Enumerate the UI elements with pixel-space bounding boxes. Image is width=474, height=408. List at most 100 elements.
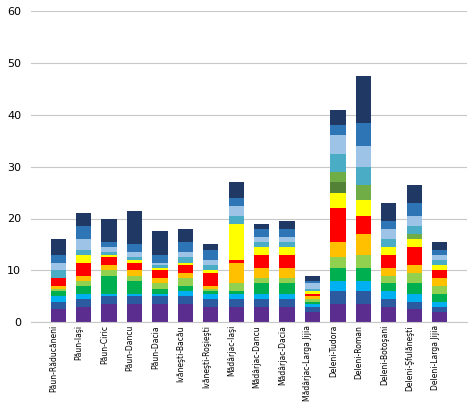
Bar — [203, 273, 219, 286]
Bar — [127, 244, 142, 252]
Bar — [76, 250, 91, 255]
Bar — [330, 242, 346, 257]
Bar — [51, 255, 66, 263]
Bar — [330, 208, 346, 242]
Bar — [127, 296, 142, 304]
Bar — [101, 257, 117, 265]
Bar — [228, 284, 244, 291]
Bar — [178, 291, 193, 296]
Bar — [254, 237, 269, 242]
Bar — [127, 271, 142, 275]
Bar — [101, 265, 117, 271]
Bar — [254, 224, 269, 229]
Bar — [178, 286, 193, 291]
Bar — [101, 255, 117, 257]
Bar — [152, 268, 168, 271]
Bar — [127, 211, 142, 244]
Bar — [254, 294, 269, 299]
Bar — [356, 122, 371, 146]
Bar — [330, 193, 346, 208]
Bar — [356, 200, 371, 216]
Bar — [432, 312, 447, 322]
Bar — [381, 275, 396, 284]
Bar — [152, 304, 168, 322]
Bar — [178, 257, 193, 263]
Bar — [254, 268, 269, 278]
Bar — [228, 291, 244, 294]
Bar — [101, 296, 117, 304]
Bar — [330, 182, 346, 193]
Bar — [152, 255, 168, 263]
Bar — [407, 273, 422, 284]
Bar — [76, 275, 91, 281]
Bar — [432, 250, 447, 255]
Bar — [178, 278, 193, 286]
Bar — [254, 255, 269, 268]
Bar — [330, 154, 346, 172]
Bar — [356, 255, 371, 268]
Bar — [356, 166, 371, 185]
Bar — [51, 271, 66, 278]
Bar — [152, 271, 168, 278]
Bar — [407, 265, 422, 273]
Bar — [280, 255, 295, 268]
Bar — [330, 268, 346, 281]
Bar — [305, 275, 320, 281]
Bar — [356, 304, 371, 322]
Bar — [203, 307, 219, 322]
Bar — [228, 198, 244, 206]
Bar — [152, 231, 168, 255]
Bar — [51, 296, 66, 302]
Bar — [203, 288, 219, 291]
Bar — [101, 219, 117, 242]
Bar — [228, 216, 244, 224]
Bar — [254, 307, 269, 322]
Bar — [101, 275, 117, 294]
Bar — [305, 281, 320, 284]
Bar — [203, 260, 219, 265]
Bar — [381, 291, 396, 299]
Bar — [280, 237, 295, 242]
Bar — [152, 265, 168, 268]
Bar — [305, 294, 320, 296]
Bar — [228, 260, 244, 263]
Bar — [228, 263, 244, 284]
Bar — [356, 216, 371, 234]
Bar — [305, 296, 320, 299]
Bar — [178, 265, 193, 273]
Bar — [305, 307, 320, 312]
Bar — [280, 294, 295, 299]
Bar — [356, 291, 371, 304]
Bar — [381, 229, 396, 239]
Bar — [178, 229, 193, 242]
Bar — [381, 221, 396, 229]
Bar — [228, 294, 244, 299]
Bar — [305, 291, 320, 294]
Bar — [127, 304, 142, 322]
Bar — [305, 312, 320, 322]
Bar — [280, 278, 295, 284]
Bar — [356, 281, 371, 291]
Bar — [407, 203, 422, 216]
Bar — [101, 294, 117, 296]
Bar — [127, 294, 142, 296]
Bar — [432, 265, 447, 271]
Bar — [330, 291, 346, 304]
Bar — [178, 273, 193, 278]
Bar — [76, 307, 91, 322]
Bar — [178, 242, 193, 252]
Bar — [76, 255, 91, 263]
Bar — [432, 271, 447, 278]
Bar — [178, 296, 193, 304]
Bar — [254, 299, 269, 307]
Bar — [381, 284, 396, 291]
Bar — [381, 268, 396, 275]
Bar — [280, 299, 295, 307]
Bar — [356, 185, 371, 200]
Bar — [330, 281, 346, 291]
Bar — [330, 109, 346, 125]
Bar — [432, 242, 447, 250]
Bar — [330, 172, 346, 182]
Bar — [178, 263, 193, 265]
Bar — [280, 242, 295, 247]
